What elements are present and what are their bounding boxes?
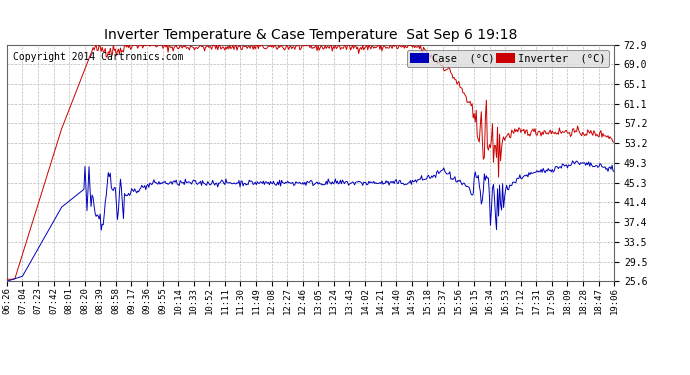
Title: Inverter Temperature & Case Temperature  Sat Sep 6 19:18: Inverter Temperature & Case Temperature … xyxy=(104,28,518,42)
Legend: Case  (°C), Inverter  (°C): Case (°C), Inverter (°C) xyxy=(407,50,609,67)
Text: Copyright 2014 Cartronics.com: Copyright 2014 Cartronics.com xyxy=(13,52,184,62)
